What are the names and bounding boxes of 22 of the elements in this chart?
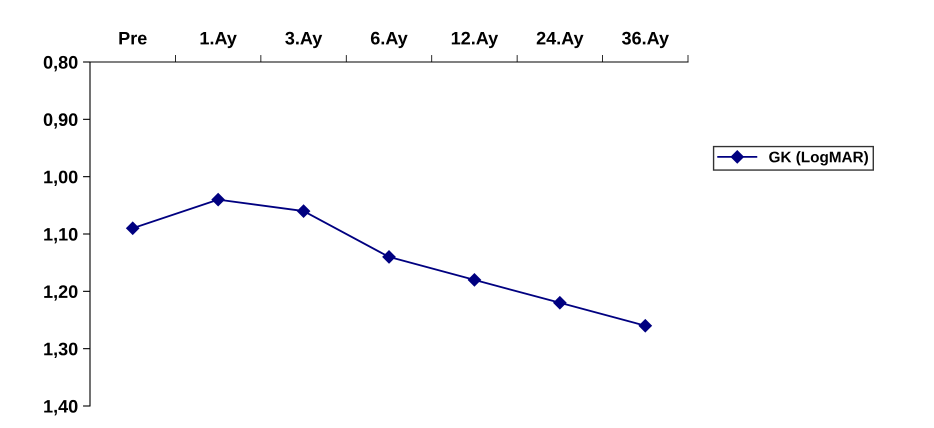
y-tick-label: 1,20 bbox=[44, 285, 78, 301]
point bbox=[126, 222, 140, 235]
y-tick-label: 0,80 bbox=[44, 56, 78, 72]
legend-label: GK (LogMAR) bbox=[769, 151, 868, 166]
y-tick-label: 1,10 bbox=[44, 228, 78, 244]
point bbox=[296, 204, 310, 218]
y-tick-label: 1,00 bbox=[44, 170, 78, 186]
point bbox=[638, 319, 652, 332]
point bbox=[212, 193, 225, 206]
x-tick-label: Pre bbox=[119, 32, 147, 45]
point bbox=[553, 296, 566, 310]
y-tick-label: 0,90 bbox=[44, 113, 78, 129]
point bbox=[382, 250, 396, 264]
point bbox=[468, 273, 482, 286]
x-tick-label: 1.Ay bbox=[200, 32, 237, 48]
x-tick-label: 36.Ay bbox=[622, 32, 669, 48]
x-tick-label: 6.Ay bbox=[370, 32, 408, 48]
x-tick-label: 12.Ay bbox=[452, 32, 498, 48]
x-tick-label: 24.Ay bbox=[536, 32, 584, 48]
x-tick-label: 3.Ay bbox=[285, 32, 322, 48]
y-tick-label: 1,30 bbox=[44, 342, 78, 358]
y-tick-label: 1,40 bbox=[44, 400, 78, 416]
